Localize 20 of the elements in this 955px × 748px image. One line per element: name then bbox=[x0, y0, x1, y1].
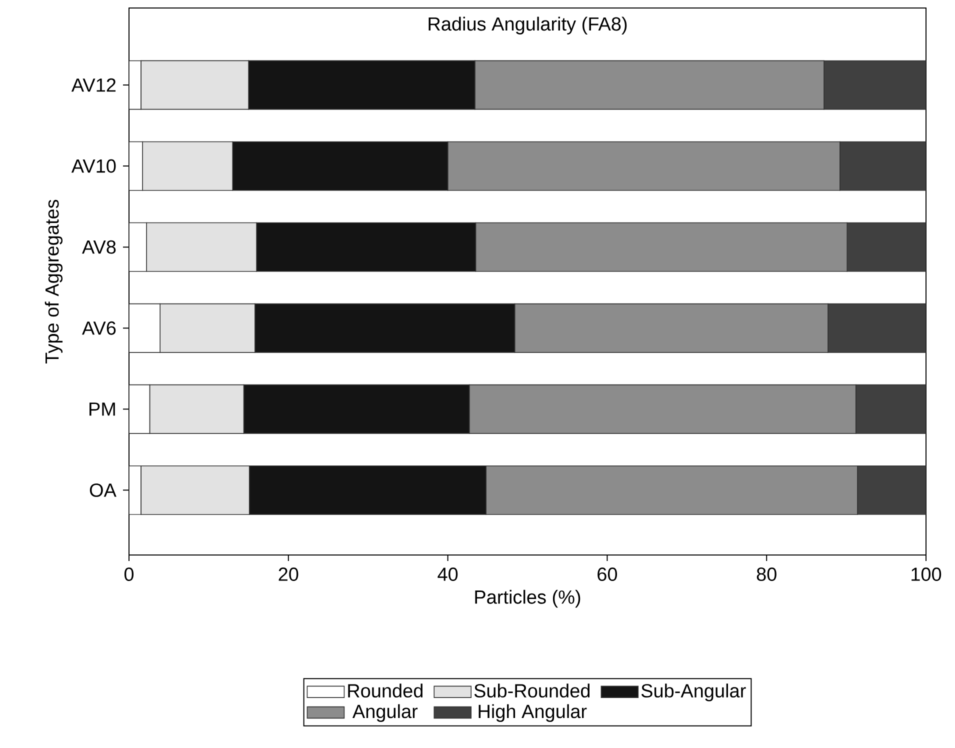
x-tick-label: 40 bbox=[438, 568, 458, 581]
y-tick-label: AV6 bbox=[82, 321, 116, 335]
y-tick-label: PM bbox=[90, 402, 115, 416]
x-axis-title: Particles (%) bbox=[475, 590, 580, 608]
legend-label: Angular bbox=[352, 704, 418, 722]
y-tick-label: OA bbox=[90, 483, 116, 497]
legend-label: High Angular bbox=[478, 704, 587, 722]
x-tick-label: 100 bbox=[912, 568, 942, 581]
chart-title: Radius Angularity (FA8) bbox=[428, 16, 627, 34]
y-tick-label: AV12 bbox=[71, 78, 116, 92]
y-axis-title: Type of Aggregates bbox=[44, 200, 63, 364]
legend-label: Sub-Rounded bbox=[474, 684, 590, 698]
legend-label: Rounded bbox=[348, 684, 422, 698]
y-tick-label: AV8 bbox=[82, 240, 116, 254]
legend-label: Sub-Angular bbox=[641, 684, 746, 702]
y-tick-label: AV10 bbox=[71, 159, 116, 173]
x-tick-label: 0 bbox=[124, 568, 134, 581]
x-tick-label: 80 bbox=[756, 568, 776, 581]
x-tick-label: 60 bbox=[598, 568, 618, 581]
x-tick-label: 20 bbox=[278, 568, 298, 581]
